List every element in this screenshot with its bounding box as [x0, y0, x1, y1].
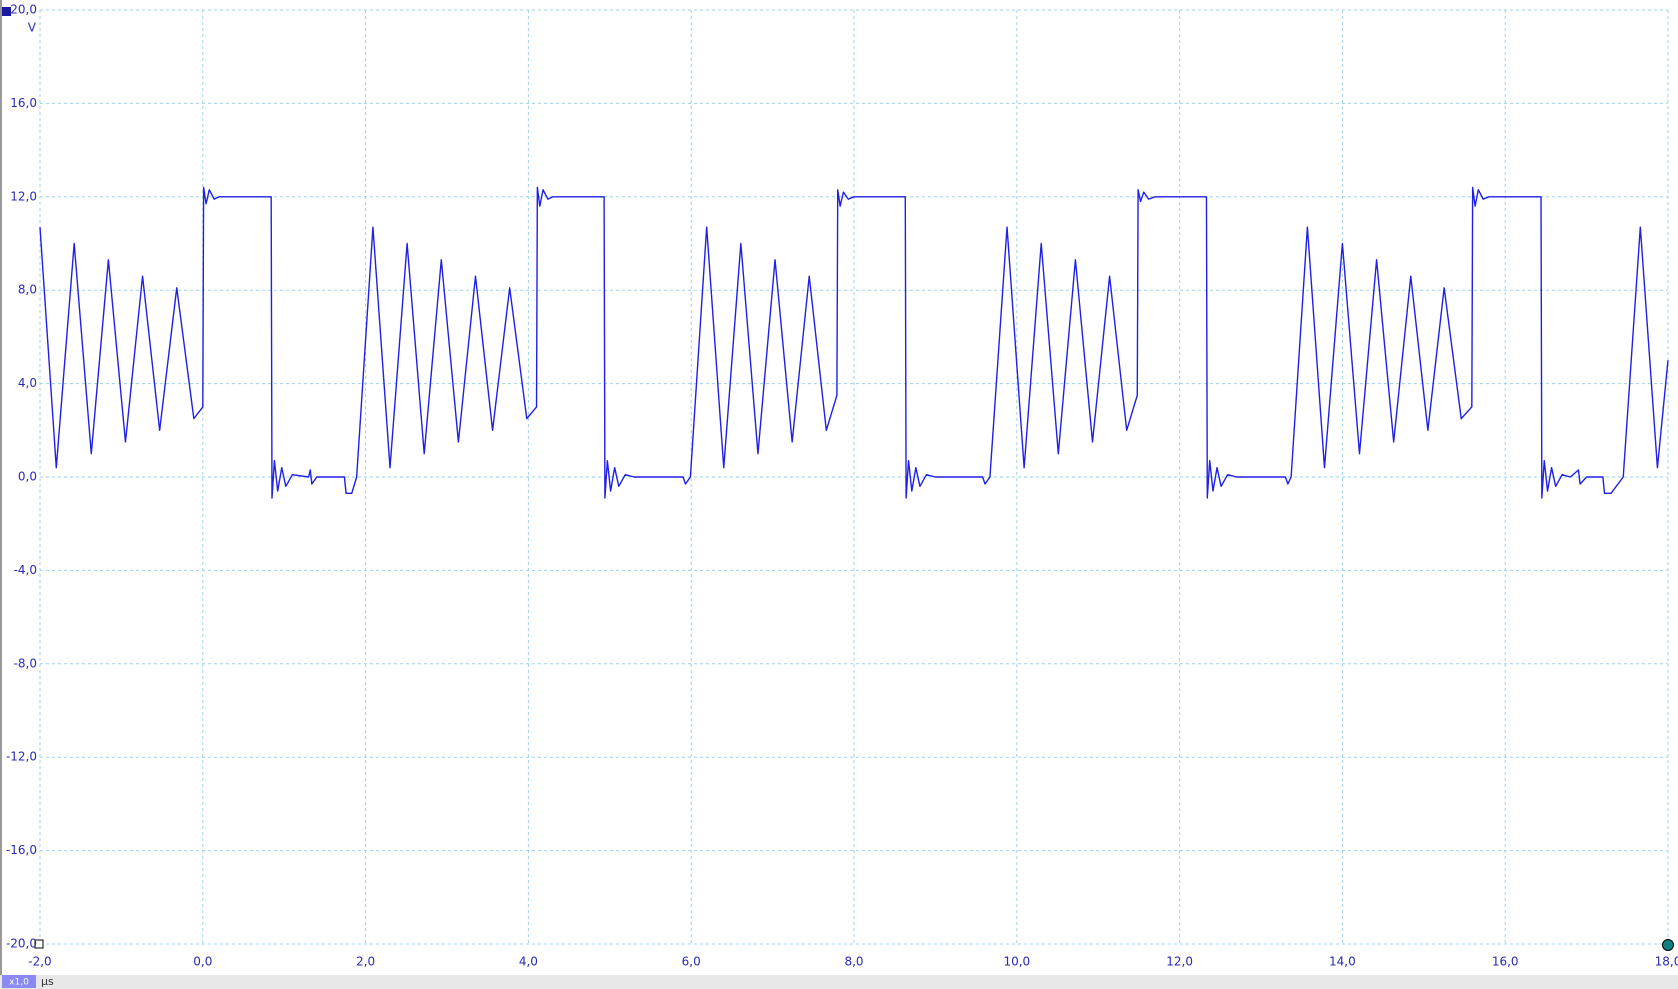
y-tick-label: -8,0 [14, 656, 37, 670]
bottom-strip [0, 975, 1678, 989]
y-tick-label: 12,0 [10, 189, 37, 203]
y-tick-label: -4,0 [14, 563, 37, 577]
x-tick-label: 10,0 [1003, 955, 1030, 969]
x-tick-label: 2,0 [356, 955, 375, 969]
y-tick-label: 0,0 [18, 470, 37, 484]
x-tick-label: 16,0 [1492, 955, 1519, 969]
y-unit: V [28, 21, 37, 35]
y-tick-label: -16,0 [6, 843, 37, 857]
x-tick-label: 0,0 [193, 955, 212, 969]
x-tick-label: 6,0 [682, 955, 701, 969]
y-tick-label: 20,0 [10, 3, 37, 17]
channel-marker[interactable] [2, 7, 11, 16]
x-tick-label: 18,0 [1655, 955, 1678, 969]
ruler-handle[interactable] [34, 939, 44, 949]
waveform [39, 186, 1669, 499]
x-tick-label: 12,0 [1166, 955, 1193, 969]
x-tick-label: 14,0 [1329, 955, 1356, 969]
y-tick-label: 8,0 [18, 283, 37, 297]
zoom-badge[interactable] [2, 975, 36, 988]
y-tick-label: 16,0 [10, 96, 37, 110]
ruler-handle[interactable] [1662, 939, 1674, 951]
zoom-label: x1,0 [9, 978, 29, 988]
x-tick-label: -2,0 [28, 955, 51, 969]
y-tick-label: 4,0 [18, 376, 37, 390]
x-unit: µs [41, 975, 54, 988]
y-tick-label: -20,0 [6, 937, 37, 951]
x-tick-label: 4,0 [519, 955, 538, 969]
y-tick-label: -12,0 [6, 750, 37, 764]
x-tick-label: 8,0 [844, 955, 863, 969]
